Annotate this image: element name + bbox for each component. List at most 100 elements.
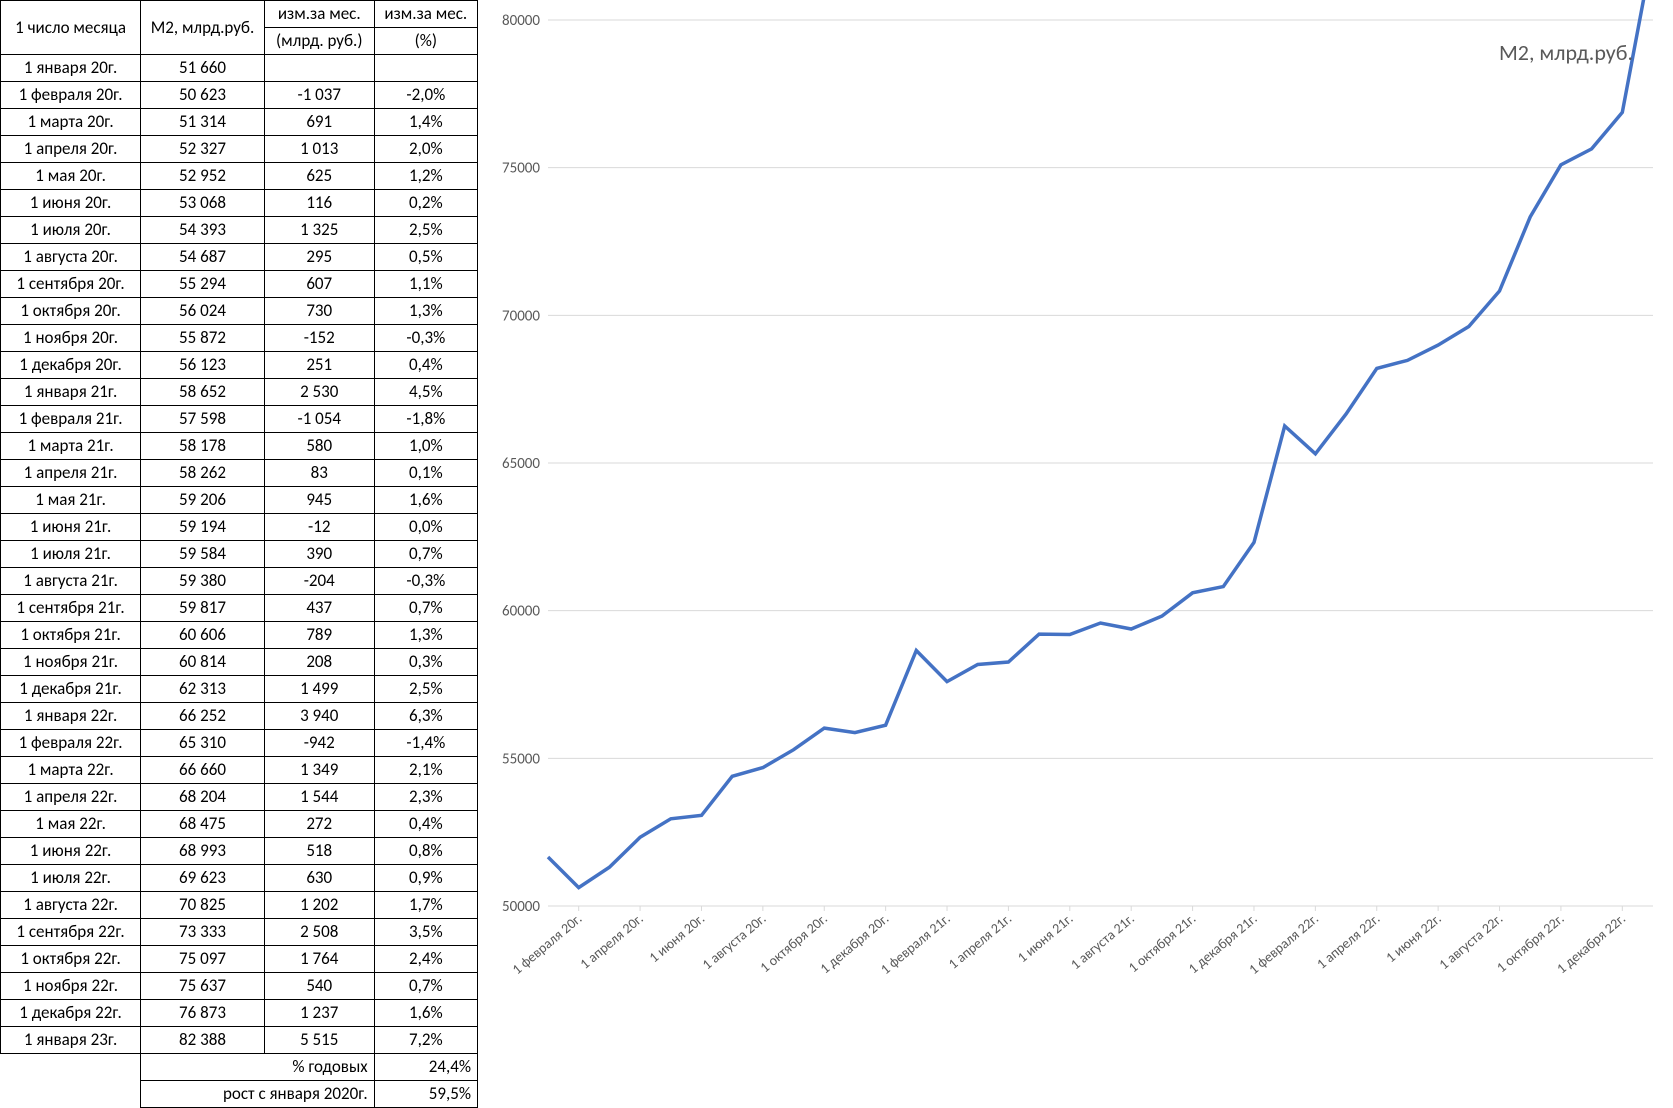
x-tick-label: 1 июня 21г. <box>1014 910 1076 966</box>
cell-date: 1 января 21г. <box>1 379 141 406</box>
table-row: 1 мая 21г.59 2069451,6% <box>1 487 478 514</box>
cell-date: 1 января 22г. <box>1 703 141 730</box>
cell-m2: 54 687 <box>141 244 265 271</box>
cell-m2: 59 817 <box>141 595 265 622</box>
cell-delta-abs: 83 <box>264 460 374 487</box>
cell-delta-pct: 1,4% <box>374 109 477 136</box>
cell-date: 1 марта 20г. <box>1 109 141 136</box>
cell-delta-pct: 1,3% <box>374 622 477 649</box>
cell-m2: 75 097 <box>141 946 265 973</box>
summary-value: 59,5% <box>374 1081 477 1108</box>
summary-label: рост с января 2020г. <box>141 1081 375 1108</box>
table-row: 1 мая 22г.68 4752720,4% <box>1 811 478 838</box>
cell-delta-abs: -942 <box>264 730 374 757</box>
table-row: 1 января 23г.82 3885 5157,2% <box>1 1027 478 1054</box>
cell-date: 1 сентября 20г. <box>1 271 141 298</box>
col-header-date: 1 число месяца <box>1 1 141 55</box>
table-row: 1 мая 20г.52 9526251,2% <box>1 163 478 190</box>
cell-date: 1 января 20г. <box>1 55 141 82</box>
cell-delta-abs: 730 <box>264 298 374 325</box>
cell-delta-pct: -1,4% <box>374 730 477 757</box>
cell-m2: 50 623 <box>141 82 265 109</box>
cell-delta-abs: 1 349 <box>264 757 374 784</box>
cell-delta-abs: 1 237 <box>264 1000 374 1027</box>
cell-date: 1 июля 22г. <box>1 865 141 892</box>
cell-m2: 59 194 <box>141 514 265 541</box>
cell-date: 1 февраля 20г. <box>1 82 141 109</box>
table-row: 1 июля 21г.59 5843900,7% <box>1 541 478 568</box>
cell-m2: 53 068 <box>141 190 265 217</box>
cell-delta-pct: 0,4% <box>374 811 477 838</box>
cell-delta-pct: -0,3% <box>374 568 477 595</box>
cell-delta-abs <box>264 55 374 82</box>
table-row: 1 января 21г.58 6522 5304,5% <box>1 379 478 406</box>
cell-m2: 62 313 <box>141 676 265 703</box>
chart-title: M2, млрд.руб. <box>1499 39 1633 66</box>
x-tick-label: 1 апреля 22г. <box>1313 910 1383 973</box>
y-tick-label: 70000 <box>502 307 540 325</box>
cell-delta-pct: 0,8% <box>374 838 477 865</box>
cell-m2: 60 814 <box>141 649 265 676</box>
chart-pane: 500005500060000650007000075000800001 фев… <box>478 0 1673 1046</box>
cell-delta-abs: 3 940 <box>264 703 374 730</box>
cell-date: 1 августа 22г. <box>1 892 141 919</box>
cell-delta-pct: -0,3% <box>374 325 477 352</box>
x-tick-label: 1 июня 20г. <box>646 910 708 966</box>
cell-delta-pct: 1,3% <box>374 298 477 325</box>
table-row: 1 сентября 21г.59 8174370,7% <box>1 595 478 622</box>
summary-label: % годовых <box>141 1054 375 1081</box>
cell-m2: 66 660 <box>141 757 265 784</box>
table-pane: 1 число месяца M2, млрд.руб. изм.за мес.… <box>0 0 478 1046</box>
cell-m2: 68 475 <box>141 811 265 838</box>
cell-delta-abs: 789 <box>264 622 374 649</box>
table-row: 1 июля 20г.54 3931 3252,5% <box>1 217 478 244</box>
cell-m2: 52 327 <box>141 136 265 163</box>
cell-m2: 73 333 <box>141 919 265 946</box>
cell-date: 1 июня 22г. <box>1 838 141 865</box>
cell-delta-abs: 2 508 <box>264 919 374 946</box>
cell-m2: 58 178 <box>141 433 265 460</box>
cell-delta-pct: 0,0% <box>374 514 477 541</box>
cell-m2: 66 252 <box>141 703 265 730</box>
cell-m2: 65 310 <box>141 730 265 757</box>
cell-delta-pct: 0,9% <box>374 865 477 892</box>
cell-m2: 57 598 <box>141 406 265 433</box>
y-tick-label: 55000 <box>502 750 540 768</box>
cell-date: 1 сентября 22г. <box>1 919 141 946</box>
cell-m2: 56 123 <box>141 352 265 379</box>
cell-date: 1 мая 22г. <box>1 811 141 838</box>
cell-date: 1 июля 21г. <box>1 541 141 568</box>
cell-delta-abs: -12 <box>264 514 374 541</box>
x-tick-label: 1 апреля 20г. <box>577 910 647 973</box>
table-row: 1 января 20г.51 660 <box>1 55 478 82</box>
table-row: 1 марта 21г.58 1785801,0% <box>1 433 478 460</box>
y-tick-label: 50000 <box>502 898 540 916</box>
table-row: 1 сентября 22г.73 3332 5083,5% <box>1 919 478 946</box>
cell-date: 1 июня 20г. <box>1 190 141 217</box>
table-row: 1 февраля 21г.57 598-1 054-1,8% <box>1 406 478 433</box>
cell-date: 1 сентября 21г. <box>1 595 141 622</box>
table-row: 1 августа 21г.59 380-204-0,3% <box>1 568 478 595</box>
table-row: 1 марта 20г.51 3146911,4% <box>1 109 478 136</box>
table-header-row: 1 число месяца M2, млрд.руб. изм.за мес.… <box>1 1 478 28</box>
cell-delta-pct: -1,8% <box>374 406 477 433</box>
col-header-delta-abs-bot: (млрд. руб.) <box>264 28 374 55</box>
cell-delta-abs: 437 <box>264 595 374 622</box>
table-row: 1 ноября 20г.55 872-152-0,3% <box>1 325 478 352</box>
cell-delta-abs: 625 <box>264 163 374 190</box>
cell-date: 1 августа 21г. <box>1 568 141 595</box>
cell-delta-pct: 0,7% <box>374 973 477 1000</box>
summary-row-growth: рост с января 2020г.59,5% <box>1 1081 478 1108</box>
table-row: 1 января 22г.66 2523 9406,3% <box>1 703 478 730</box>
cell-m2: 56 024 <box>141 298 265 325</box>
cell-m2: 68 993 <box>141 838 265 865</box>
cell-delta-pct: 1,6% <box>374 1000 477 1027</box>
cell-date: 1 июня 21г. <box>1 514 141 541</box>
cell-delta-pct: 0,1% <box>374 460 477 487</box>
cell-m2: 51 314 <box>141 109 265 136</box>
cell-delta-pct: 0,7% <box>374 541 477 568</box>
cell-date: 1 ноября 22г. <box>1 973 141 1000</box>
cell-m2: 82 388 <box>141 1027 265 1054</box>
cell-delta-abs: -1 054 <box>264 406 374 433</box>
cell-delta-abs: 251 <box>264 352 374 379</box>
